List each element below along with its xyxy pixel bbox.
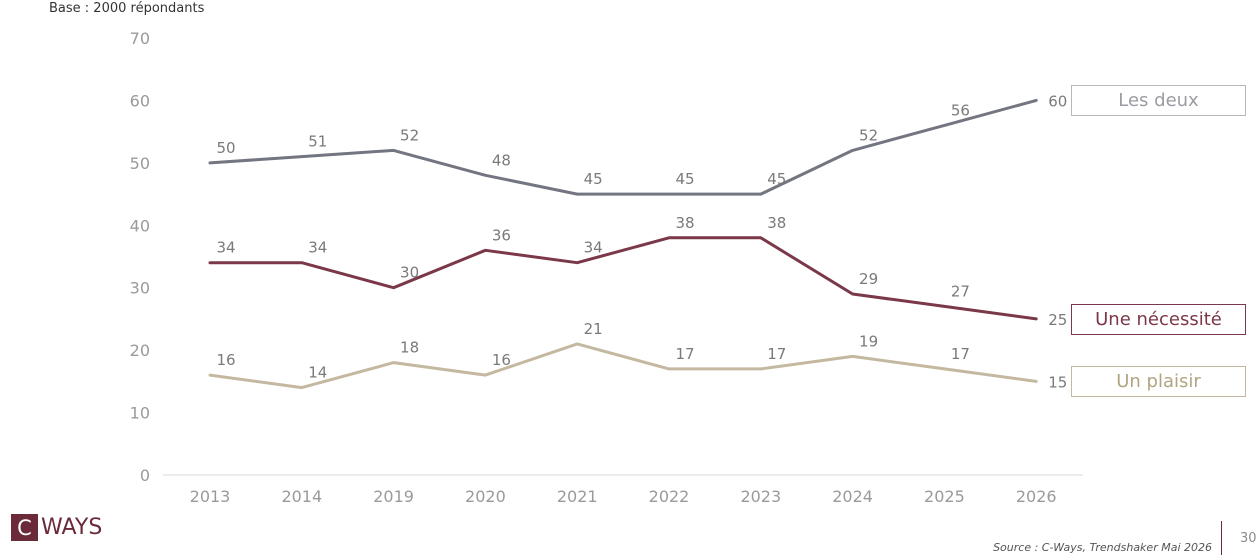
data-label-une-necessite: 36 <box>492 226 511 244</box>
data-label-une-necessite: 38 <box>675 214 694 232</box>
c-ways-logo: C WAYS <box>11 514 102 541</box>
data-label-un-plaisir: 16 <box>216 351 235 369</box>
x-tick-label: 2025 <box>924 487 965 506</box>
data-label-un-plaisir: 18 <box>400 339 419 357</box>
y-tick-label: 50 <box>130 154 150 173</box>
data-label-une-necessite: 34 <box>308 239 327 257</box>
data-label-les-deux: 52 <box>859 126 878 144</box>
x-tick-label: 2024 <box>832 487 873 506</box>
logo-mark: C <box>11 514 38 541</box>
data-label-les-deux: 60 <box>1048 92 1067 110</box>
series-line-une-necessite <box>208 236 1038 321</box>
data-label-les-deux: 56 <box>951 101 970 119</box>
x-tick-label: 2023 <box>740 487 781 506</box>
x-tick-label: 2022 <box>649 487 690 506</box>
data-label-un-plaisir: 19 <box>859 332 878 350</box>
data-label-un-plaisir: 17 <box>951 345 970 363</box>
x-tick-label: 2019 <box>373 487 414 506</box>
y-tick-label: 40 <box>130 216 150 235</box>
y-tick-label: 30 <box>130 279 150 298</box>
data-label-une-necessite: 30 <box>400 264 419 282</box>
data-label-un-plaisir: 21 <box>584 320 603 338</box>
x-tick-label: 2026 <box>1016 487 1057 506</box>
y-tick-label: 70 <box>130 29 150 48</box>
y-tick-label: 60 <box>130 91 150 110</box>
x-tick-label: 2020 <box>465 487 506 506</box>
data-label-les-deux: 45 <box>584 170 603 188</box>
data-label-les-deux: 50 <box>216 139 235 157</box>
source-note: Source : C-Ways, Trendshaker Mai 2026 <box>993 541 1212 554</box>
data-label-les-deux: 45 <box>767 170 786 188</box>
series-line-les-deux <box>208 98 1038 196</box>
legend-une-necessite: Une nécessité <box>1071 303 1246 335</box>
data-label-une-necessite: 29 <box>859 270 878 288</box>
data-label-un-plaisir: 17 <box>675 345 694 363</box>
logo-text: WAYS <box>41 515 103 540</box>
data-label-les-deux: 51 <box>308 133 327 151</box>
data-label-une-necessite: 38 <box>767 214 786 232</box>
data-label-un-plaisir: 16 <box>492 351 511 369</box>
legend-un-plaisir: Un plaisir <box>1071 366 1246 398</box>
series-line-un-plaisir <box>208 342 1038 390</box>
x-tick-label: 2021 <box>557 487 598 506</box>
data-label-une-necessite: 34 <box>216 239 235 257</box>
y-tick-label: 0 <box>140 466 150 485</box>
data-label-une-necessite: 27 <box>951 282 970 300</box>
data-label-un-plaisir: 14 <box>308 364 327 382</box>
base-note: Base : 2000 répondants <box>49 1 205 16</box>
data-label-les-deux: 45 <box>675 170 694 188</box>
y-tick-label: 20 <box>130 341 150 360</box>
data-label-un-plaisir: 15 <box>1048 373 1067 391</box>
data-label-un-plaisir: 17 <box>767 345 786 363</box>
data-label-une-necessite: 25 <box>1048 311 1067 329</box>
legend-les-deux: Les deux <box>1071 85 1246 117</box>
y-tick-label: 10 <box>130 404 150 423</box>
page-divider <box>1221 521 1222 555</box>
x-tick-label: 2013 <box>190 487 231 506</box>
data-label-une-necessite: 34 <box>584 239 603 257</box>
data-label-les-deux: 52 <box>400 126 419 144</box>
page-number: 30 <box>1240 531 1257 546</box>
x-tick-label: 2014 <box>281 487 322 506</box>
data-label-les-deux: 48 <box>492 151 511 169</box>
